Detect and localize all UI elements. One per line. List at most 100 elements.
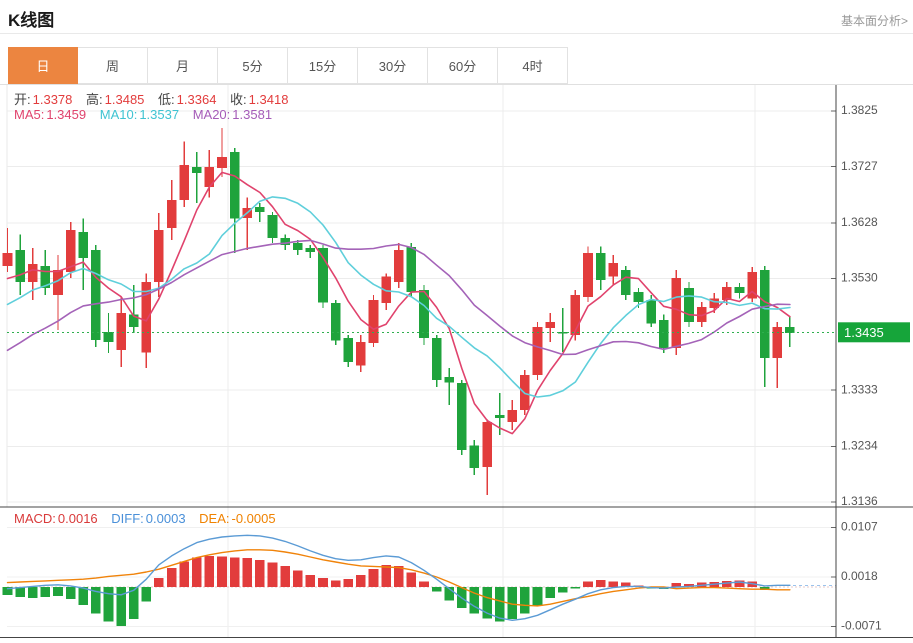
candle-body-up [368,300,379,344]
macd-hist-bar-up [368,569,379,587]
macd-hist-bar-down [482,587,492,619]
candle-body-up [507,410,518,422]
macd-hist-bar-up [343,579,353,587]
candle-body-down [330,302,341,341]
candle-body-up [2,252,13,266]
macd-hist-bar-up [722,580,732,587]
candle-body-down [469,445,480,468]
candle-body-up [27,264,38,282]
macd-hist-bar-up [595,579,606,587]
macd-hist-bar-up [217,556,227,587]
macd-hist-bar-down [545,587,555,599]
dea-line [6,549,791,607]
macd-label: MACD: [14,511,56,526]
price-axis-label: 1.3136 [841,494,878,508]
macd-hist-bar-up [684,584,694,587]
candle-body-up [545,322,555,328]
candle-body-down [494,415,505,418]
low-value: 1.3364 [176,92,217,107]
macd-hist-bar-down [444,587,454,601]
candle-body-down [406,247,417,292]
macd-hist-bar-down [91,587,101,614]
macd-hist-bar-down [27,587,38,599]
tab-day[interactable]: 日 [8,47,78,84]
fundamental-analysis-link[interactable]: 基本面分析> [840,14,908,28]
diff-line [6,534,791,621]
candle-body-down [15,250,25,282]
header-divider [0,33,913,34]
macd-value: 0.0016 [57,511,98,526]
candle-body-down [431,338,442,380]
macd-hist-bar-down [2,587,13,595]
ma10-line [6,196,791,398]
macd-hist-bar-up [280,565,290,587]
candle-body-down [78,231,88,258]
diff-label: DIFF: [111,511,144,526]
dea-label: DEA: [199,511,230,526]
macd-hist-bar-down [141,587,152,602]
tab-60min[interactable]: 60分 [428,47,498,84]
candle-body-down [633,292,644,303]
candle-body-down [40,265,51,288]
macd-hist-bar-up [381,564,391,587]
macd-hist-bar-down [507,587,518,620]
tab-week[interactable]: 周 [78,47,148,84]
candle-body-up [583,252,593,298]
page-title: K线图 [8,11,55,30]
macd-hist-bar-down [532,587,543,606]
macd-hist-bar-up [330,580,341,587]
candle-body-down [280,238,290,245]
tab-month[interactable]: 月 [148,47,218,84]
candle-body-down [734,286,745,294]
candle-body-down [255,206,265,212]
close-value: 1.3418 [248,92,289,107]
macd-hist-bar-up [356,574,366,587]
last-price-badge-text: 1.3435 [844,325,884,340]
macd-axis-label: -0.0071 [841,619,882,633]
macd-hist-bar-down [558,587,568,593]
candle-body-down [595,252,606,281]
candle-body-up [709,298,719,308]
macd-hist-bar-up [166,568,177,587]
macd-hist-bar-down [65,587,76,600]
macd-hist-bar-up [583,581,593,587]
macd-hist-bar-up [671,583,682,587]
ma5-label: MA5: [14,107,45,122]
candle-body-down [318,247,328,303]
candle-body-down [128,314,139,328]
kline-chart-svg[interactable]: 1.3825 1.3727 1.3628 1.3530 1.3333 1.3234 1.31… [0,85,913,638]
candle-body-down [419,289,429,338]
candle-body-up [141,281,152,353]
macd-hist-bar-down [40,587,51,597]
macd-hist-bar-down [116,587,126,626]
kline-chart-area[interactable]: 1.3825 1.3727 1.3628 1.3530 1.3333 1.3234 1.31… [0,85,913,638]
tab-5min[interactable]: 5分 [218,47,288,84]
candle-body-up [116,313,126,350]
candle-body-up [393,250,404,282]
price-axis-label: 1.3628 [841,215,878,229]
ohlc-readout: 开: 1.3378 高: 1.3485 低: 1.3364 收: 1.3418 [14,89,298,108]
ma10-label: MA10: [99,107,138,122]
candle-body-up [747,272,757,299]
candle-body-down [646,300,656,324]
diff-value: 0.0003 [145,511,186,526]
macd-hist-bar-down [431,587,442,592]
tab-30min[interactable]: 30分 [358,47,428,84]
high-label: 高: [86,92,103,107]
tab-15min[interactable]: 15分 [288,47,358,84]
macd-hist-bar-down [469,587,480,614]
macd-hist-bar-down [759,587,770,590]
ma-readout: MA5: 1.3459 MA10: 1.3537 MA20: 1.3581 [14,107,282,122]
macd-hist-bar-up [318,578,328,587]
candle-body-up [696,306,707,323]
high-value: 1.3485 [104,92,145,107]
macd-hist-bar-down [78,587,88,605]
candle-body-up [53,269,63,295]
close-label: 收: [230,92,247,107]
tab-4hour[interactable]: 4时 [498,47,568,84]
candle-body-down [103,331,114,342]
candle-body-down [785,327,795,333]
ma5-value: 1.3459 [46,107,87,122]
price-axis-label: 1.3234 [841,439,878,453]
